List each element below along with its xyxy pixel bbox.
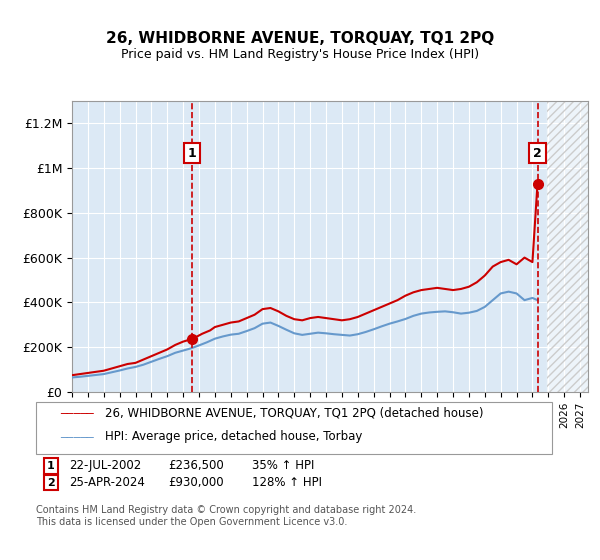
Text: 1: 1 xyxy=(187,147,196,160)
Text: HPI: Average price, detached house, Torbay: HPI: Average price, detached house, Torb… xyxy=(105,430,362,444)
Text: Price paid vs. HM Land Registry's House Price Index (HPI): Price paid vs. HM Land Registry's House … xyxy=(121,48,479,60)
Text: 25-APR-2024: 25-APR-2024 xyxy=(69,476,145,489)
Text: ─────: ───── xyxy=(60,408,94,418)
Text: 2: 2 xyxy=(533,147,542,160)
Text: 2: 2 xyxy=(47,478,55,488)
Text: £930,000: £930,000 xyxy=(168,476,224,489)
Text: 1: 1 xyxy=(47,461,55,471)
Text: 22-JUL-2002: 22-JUL-2002 xyxy=(69,459,141,473)
Text: 128% ↑ HPI: 128% ↑ HPI xyxy=(252,476,322,489)
Text: 35% ↑ HPI: 35% ↑ HPI xyxy=(252,459,314,473)
Bar xyxy=(547,101,588,392)
Text: £236,500: £236,500 xyxy=(168,459,224,473)
Bar xyxy=(547,101,588,392)
Text: 26, WHIDBORNE AVENUE, TORQUAY, TQ1 2PQ (detached house): 26, WHIDBORNE AVENUE, TORQUAY, TQ1 2PQ (… xyxy=(105,407,484,420)
Text: ─────: ───── xyxy=(60,432,94,442)
Text: 26, WHIDBORNE AVENUE, TORQUAY, TQ1 2PQ: 26, WHIDBORNE AVENUE, TORQUAY, TQ1 2PQ xyxy=(106,31,494,46)
Text: Contains HM Land Registry data © Crown copyright and database right 2024.
This d: Contains HM Land Registry data © Crown c… xyxy=(36,505,416,527)
